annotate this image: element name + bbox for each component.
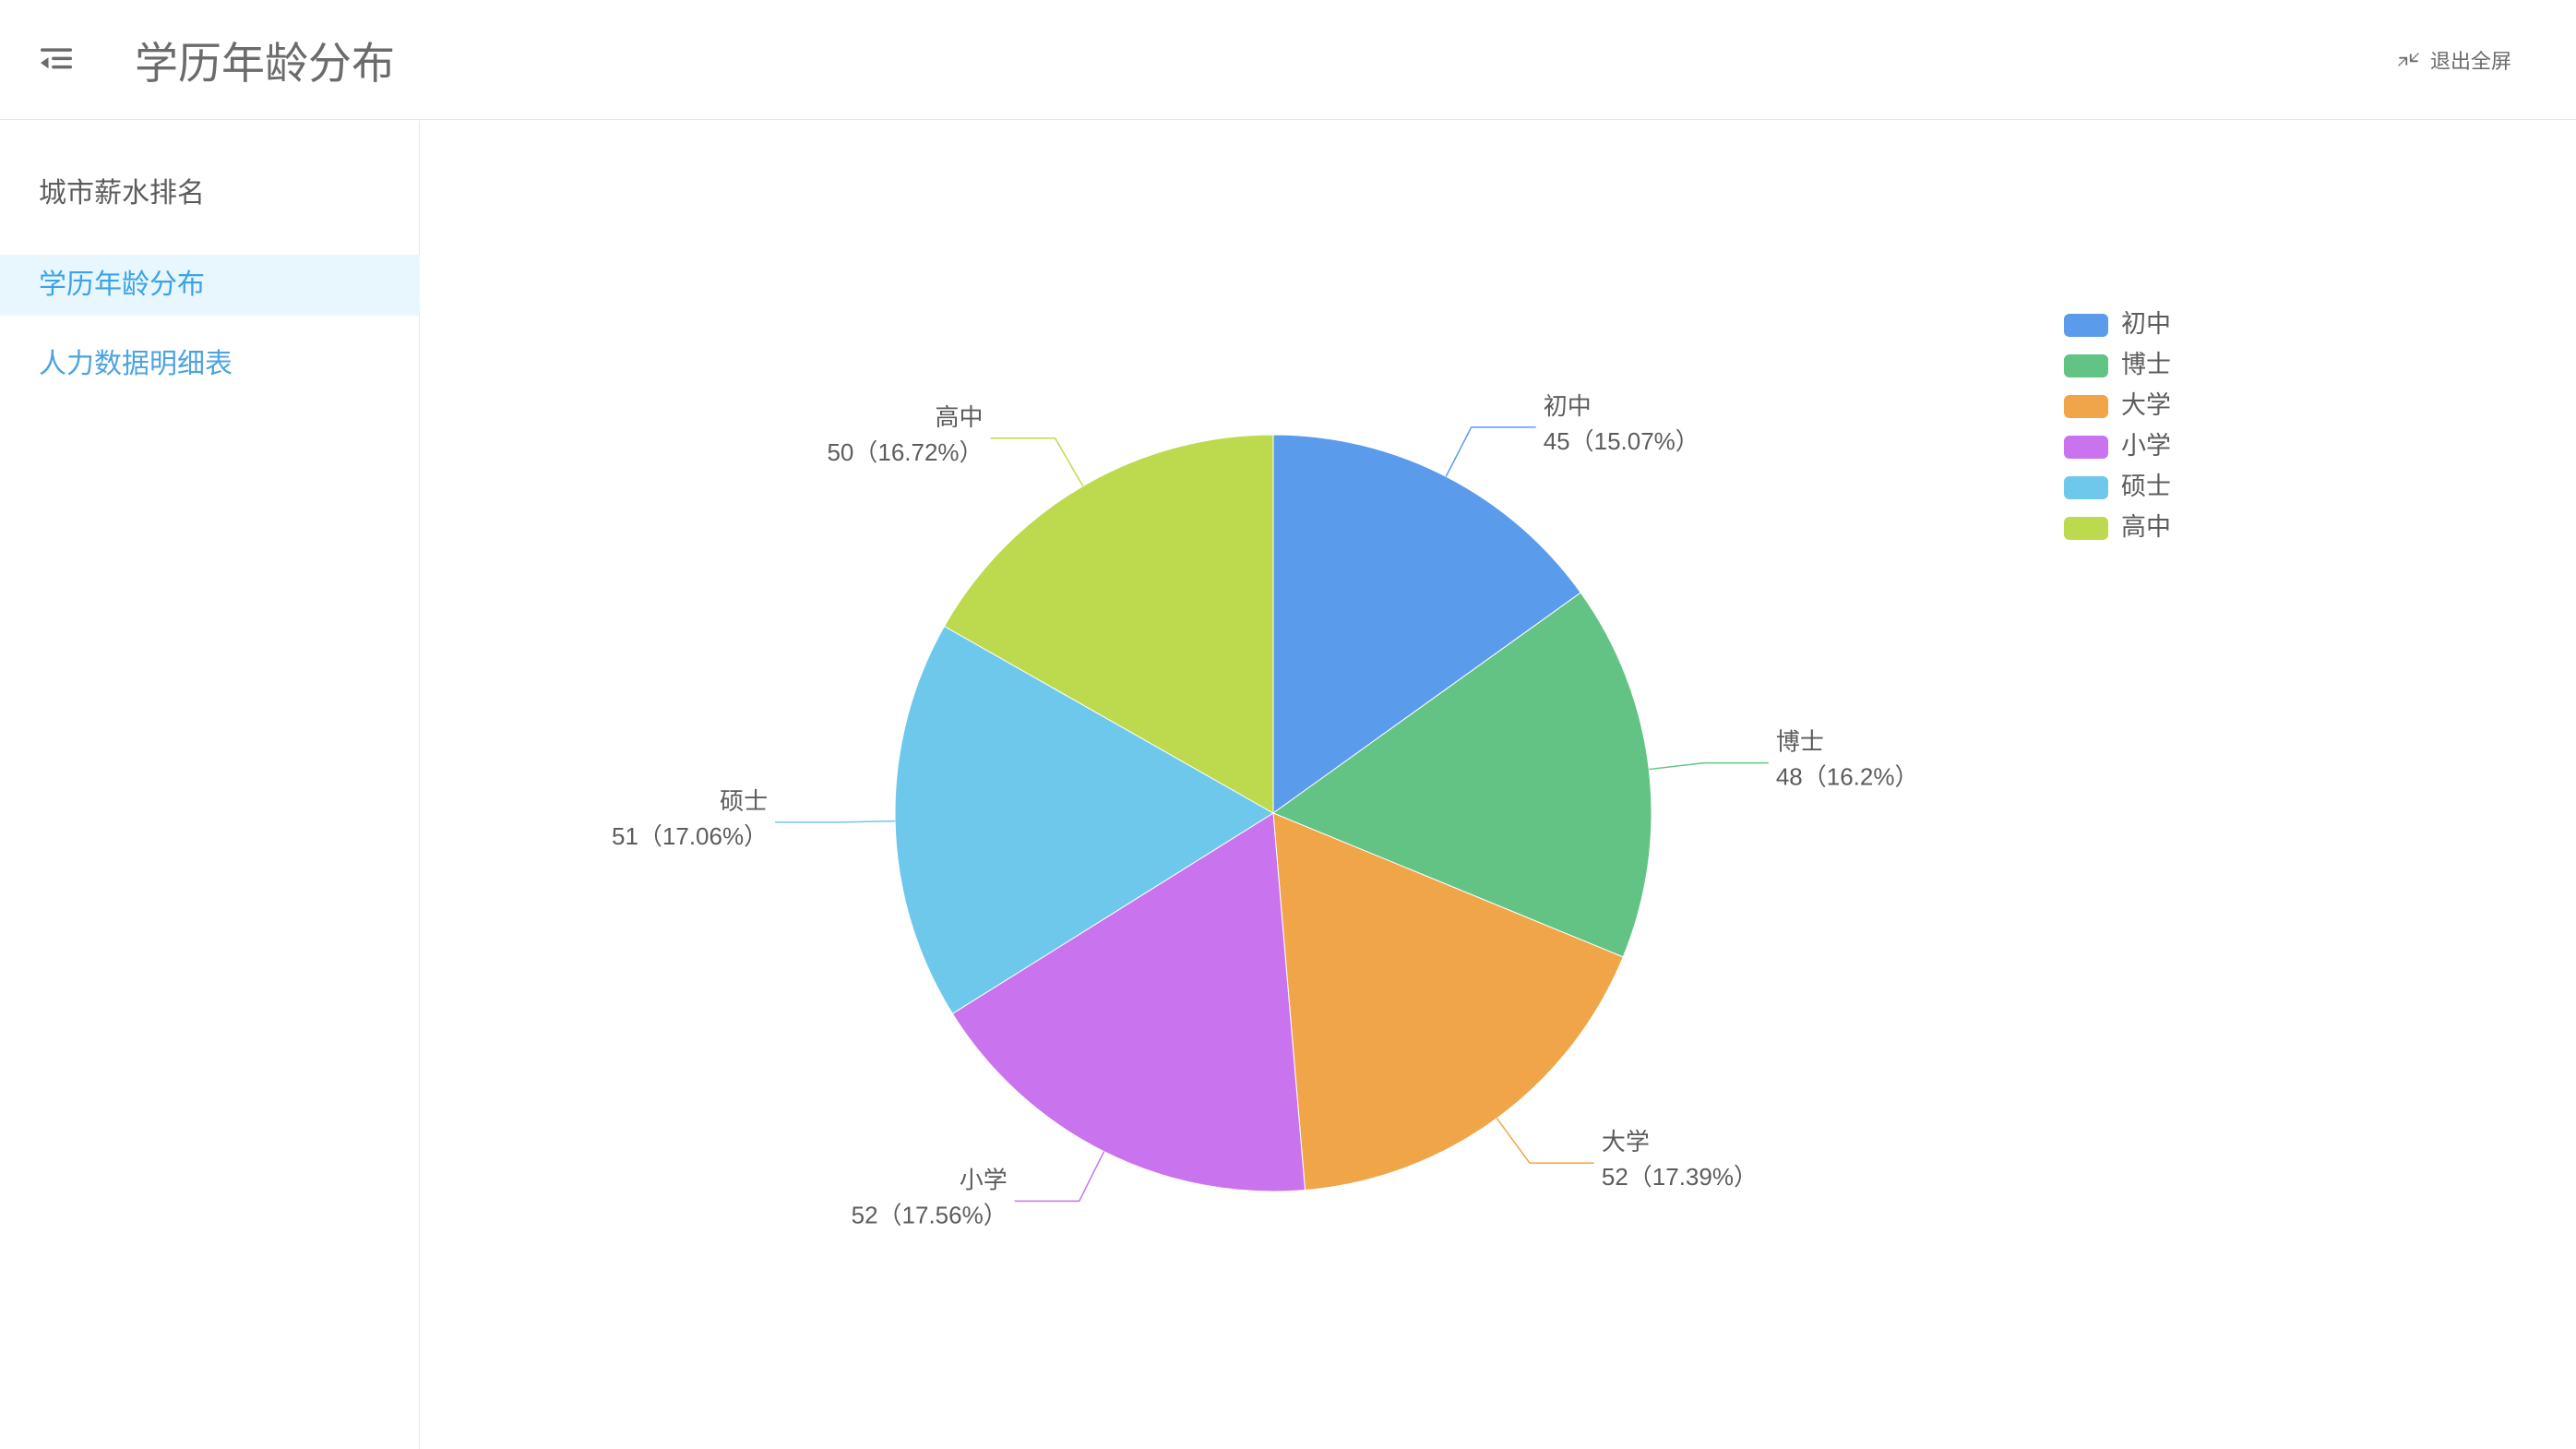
svg-text:高中: 高中 — [2121, 513, 2171, 541]
svg-text:大学: 大学 — [2121, 391, 2171, 419]
svg-text:小学: 小学 — [2121, 432, 2171, 460]
svg-text:初中: 初中 — [2121, 310, 2171, 338]
svg-text:硕士: 硕士 — [2121, 473, 2171, 500]
svg-text:博士: 博士 — [2121, 351, 2171, 378]
